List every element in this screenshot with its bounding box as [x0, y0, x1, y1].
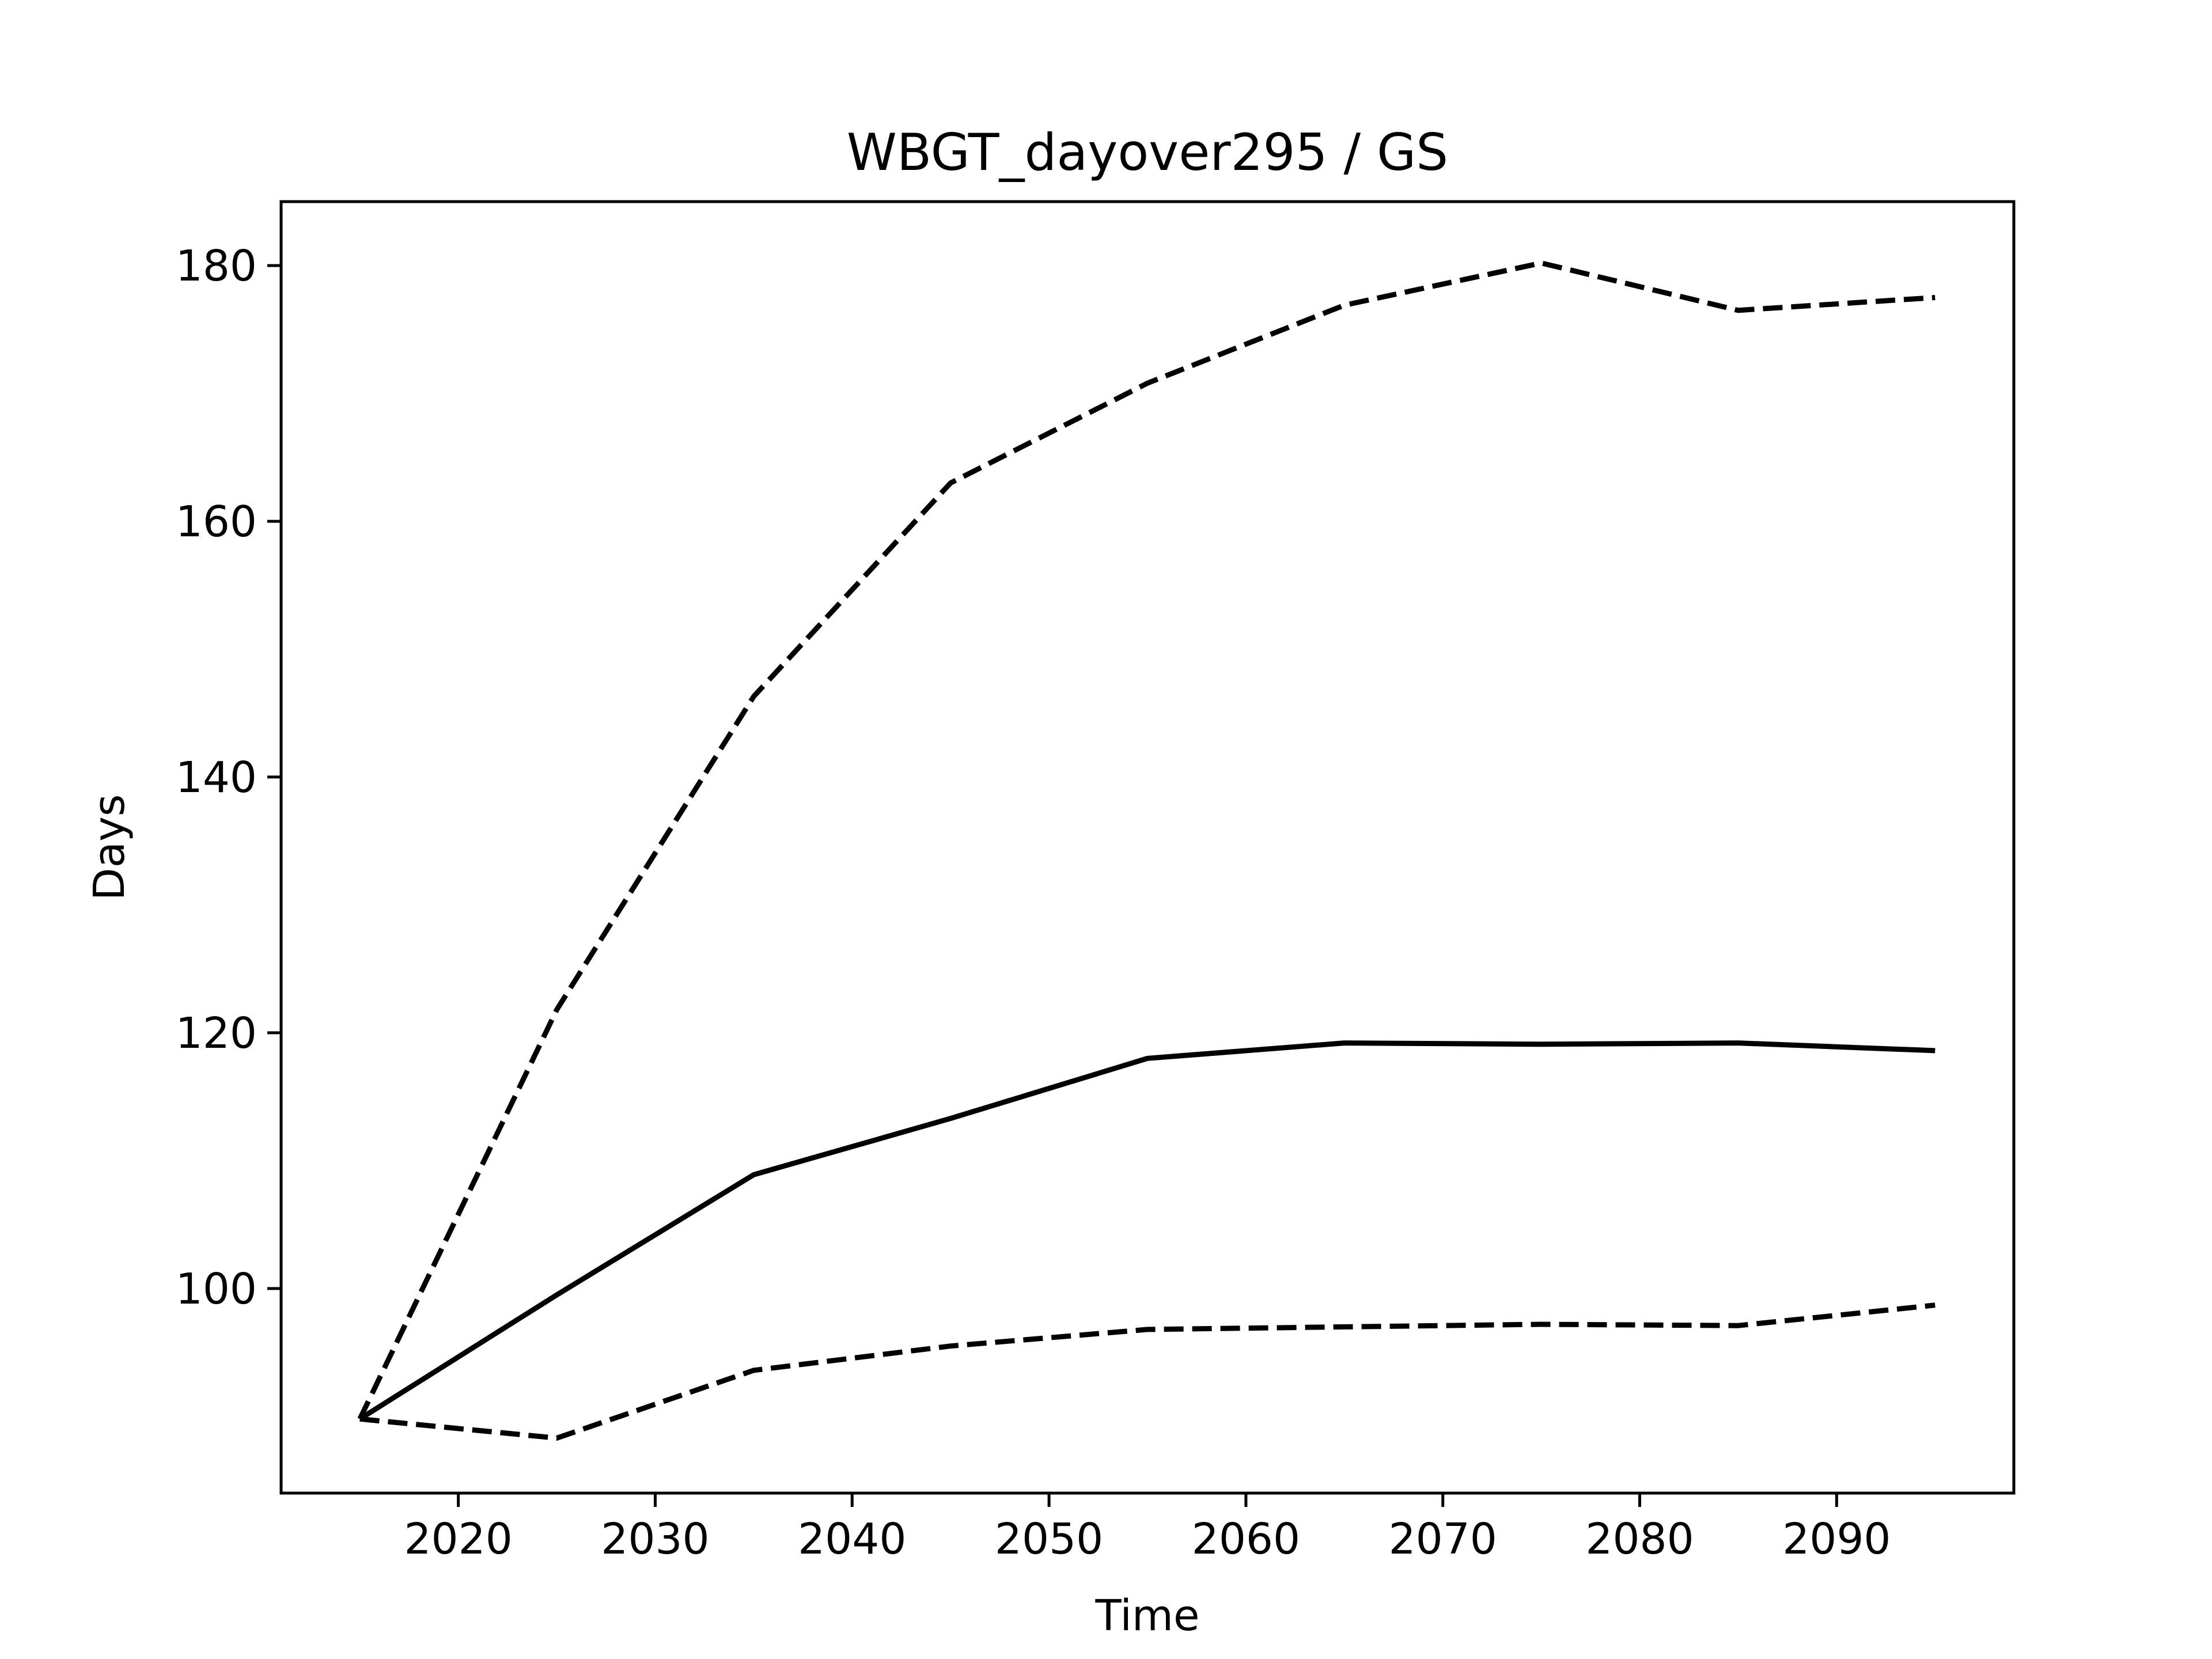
- x-tick-label: 2040: [798, 1514, 906, 1564]
- x-tick-label: 2060: [1192, 1514, 1300, 1564]
- x-tick-label: 2080: [1585, 1514, 1694, 1564]
- x-tick-label: 2020: [404, 1514, 512, 1564]
- x-axis-label: Time: [1094, 1591, 1199, 1641]
- axes-layer: 2020 2030 2040 2050 2060 2070 2080 2090 100 120 14…: [176, 241, 1891, 1564]
- y-tick-label: 160: [176, 497, 257, 547]
- series-layer: [357, 260, 1936, 1441]
- y-axis-label: Days: [85, 794, 134, 901]
- x-tick-label: 2070: [1389, 1514, 1497, 1564]
- x-tick-label: 2030: [601, 1514, 709, 1564]
- y-tick-label: 140: [176, 753, 257, 802]
- plot-frame: [279, 200, 2016, 1495]
- y-tick-label: 180: [176, 241, 257, 291]
- x-tick-label: 2050: [995, 1514, 1103, 1564]
- y-tick-label: 120: [176, 1009, 257, 1058]
- x-tick-label: 2090: [1782, 1514, 1891, 1564]
- y-tick-label: 100: [176, 1264, 257, 1314]
- chart-title: WBGT_dayover295 / GS: [847, 123, 1448, 182]
- median-line: [358, 1040, 1936, 1422]
- upper-bound-line: [357, 260, 1936, 1421]
- lower-bound-line: [359, 1302, 1936, 1441]
